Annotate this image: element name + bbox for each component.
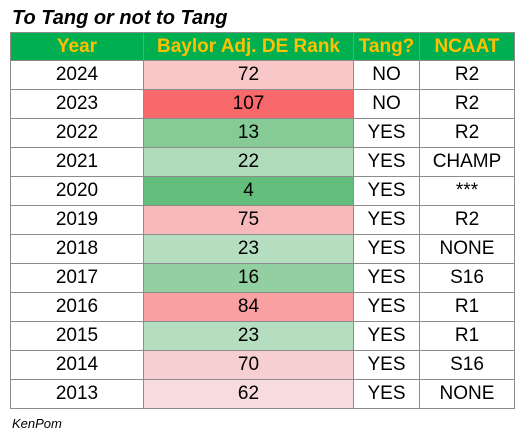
header-ncaat: NCAAT [419,32,515,61]
ncaat-cell: NONE [419,234,515,264]
header-year: Year [10,32,144,61]
year-cell: 2018 [10,234,144,264]
rank-cell: 16 [143,263,354,293]
tang-cell: YES [353,118,420,148]
year-cell: 2023 [10,89,144,119]
header-tang: Tang? [353,32,420,61]
ncaat-cell: R1 [419,321,515,351]
tang-cell: NO [353,60,420,90]
ncaat-cell: R2 [419,60,515,90]
tang-cell: YES [353,350,420,380]
year-cell: 2016 [10,292,144,322]
tang-table: Year Baylor Adj. DE Rank Tang? NCAAT 202… [10,32,515,409]
table-row: 2023 107 NO R2 [10,89,515,119]
tang-cell: NO [353,89,420,119]
header-row: Year Baylor Adj. DE Rank Tang? NCAAT [10,32,515,61]
table-row: 2021 22 YES CHAMP [10,147,515,177]
tang-cell: YES [353,292,420,322]
ncaat-cell: CHAMP [419,147,515,177]
tang-cell: YES [353,321,420,351]
rank-cell: 4 [143,176,354,206]
ncaat-cell: R2 [419,89,515,119]
tang-cell: YES [353,263,420,293]
table-row: 2022 13 YES R2 [10,118,515,148]
table-row: 2015 23 YES R1 [10,321,515,351]
tang-cell: YES [353,205,420,235]
rank-cell: 75 [143,205,354,235]
year-cell: 2021 [10,147,144,177]
ncaat-cell: R2 [419,205,515,235]
ncaat-cell: *** [419,176,515,206]
ncaat-cell: R1 [419,292,515,322]
year-cell: 2024 [10,60,144,90]
rank-cell: 22 [143,147,354,177]
source-credit: KenPom [12,416,62,431]
year-cell: 2017 [10,263,144,293]
ncaat-cell: S16 [419,263,515,293]
tang-cell: YES [353,379,420,409]
rank-cell: 23 [143,234,354,264]
year-cell: 2014 [10,350,144,380]
year-cell: 2020 [10,176,144,206]
table-title: To Tang or not to Tang [12,7,228,29]
rank-cell: 107 [143,89,354,119]
table-row: 2016 84 YES R1 [10,292,515,322]
ncaat-cell: NONE [419,379,515,409]
rank-cell: 70 [143,350,354,380]
year-cell: 2019 [10,205,144,235]
rank-cell: 13 [143,118,354,148]
year-cell: 2015 [10,321,144,351]
table-row: 2013 62 YES NONE [10,379,515,409]
rank-cell: 23 [143,321,354,351]
table-row: 2017 16 YES S16 [10,263,515,293]
year-cell: 2013 [10,379,144,409]
header-rank: Baylor Adj. DE Rank [143,32,354,61]
rank-cell: 84 [143,292,354,322]
tang-cell: YES [353,234,420,264]
year-cell: 2022 [10,118,144,148]
table-row: 2018 23 YES NONE [10,234,515,264]
rank-cell: 72 [143,60,354,90]
table-row: 2020 4 YES *** [10,176,515,206]
table-body: 2024 72 NO R2 2023 107 NO R2 2022 13 YES… [10,60,515,409]
table-row: 2024 72 NO R2 [10,60,515,90]
tang-cell: YES [353,147,420,177]
table-row: 2014 70 YES S16 [10,350,515,380]
tang-cell: YES [353,176,420,206]
ncaat-cell: S16 [419,350,515,380]
table-row: 2019 75 YES R2 [10,205,515,235]
ncaat-cell: R2 [419,118,515,148]
rank-cell: 62 [143,379,354,409]
